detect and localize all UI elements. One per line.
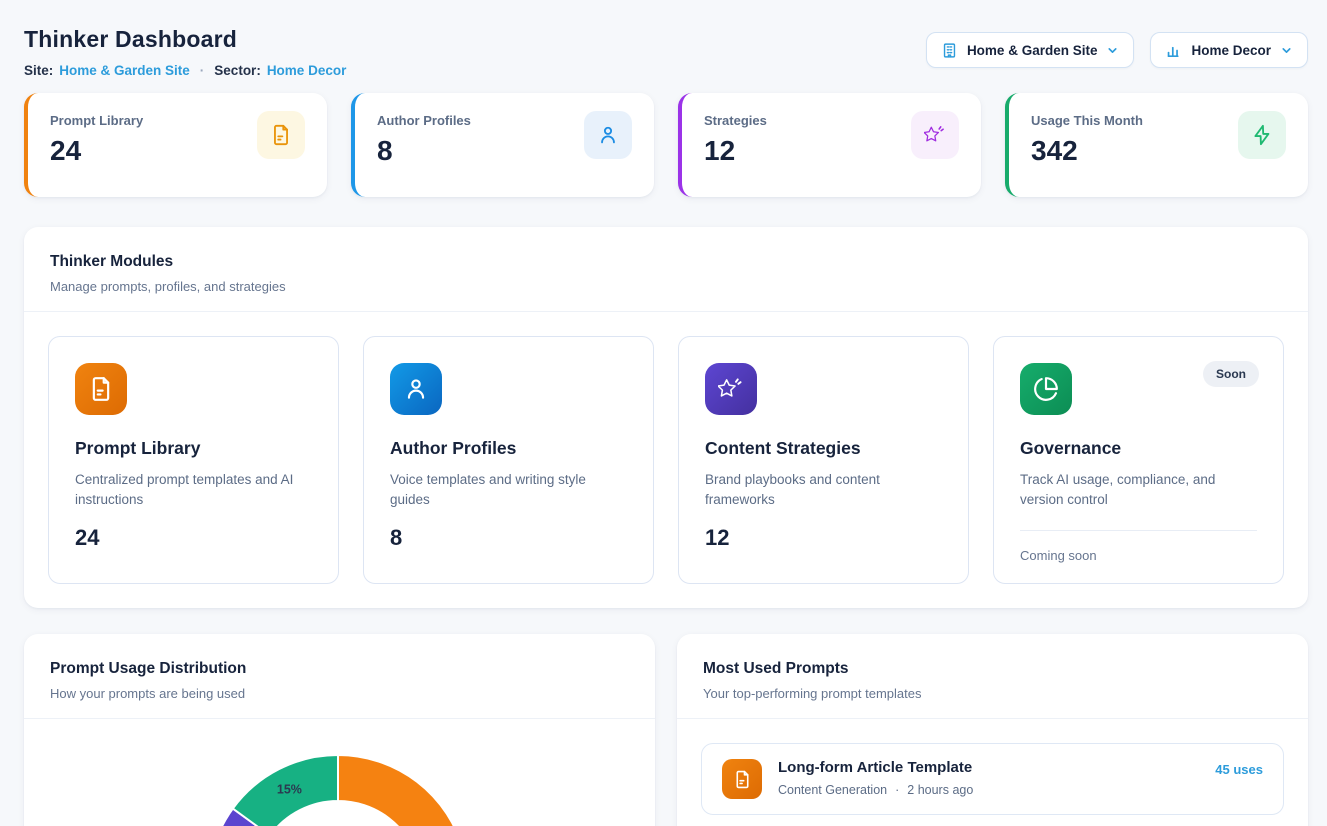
stats-row: Prompt Library 24 Author Profiles 8 Stra… [24,93,1308,197]
module-description: Voice templates and writing style guides [390,470,627,510]
document-icon [257,111,305,159]
module-card-governance: Soon Governance Track AI usage, complian… [993,336,1284,584]
module-card-author-profiles[interactable]: Author Profiles Voice templates and writ… [363,336,654,584]
modules-title: Thinker Modules [50,253,1282,271]
module-title: Prompt Library [75,438,312,459]
module-title: Content Strategies [705,438,942,459]
modules-panel-header: Thinker Modules Manage prompts, profiles… [24,227,1308,312]
stat-card-strategies: Strategies 12 [678,93,981,197]
prompt-item-meta: Content Generation · 2 hours ago [778,783,1199,797]
most-used-prompts-card: Most Used Prompts Your top-performing pr… [677,634,1308,826]
site-selector-dropdown[interactable]: Home & Garden Site [926,32,1135,68]
prompt-usage-card: Prompt Usage Distribution How your promp… [24,634,655,826]
modules-subtitle: Manage prompts, profiles, and strategies [50,279,1282,294]
site-label: Site: [24,63,53,78]
prompt-item-uses: 45 uses [1215,762,1263,777]
module-card-prompt-library[interactable]: Prompt Library Centralized prompt templa… [48,336,339,584]
module-divider [1020,530,1257,531]
usage-card-header: Prompt Usage Distribution How your promp… [24,634,655,719]
donut-chart-svg: 15% [24,719,655,826]
prompt-item-time: 2 hours ago [907,783,973,797]
bottom-row: Prompt Usage Distribution How your promp… [24,634,1308,826]
thinker-modules-panel: Thinker Modules Manage prompts, profiles… [24,227,1308,608]
soon-badge: Soon [1203,361,1259,387]
bolt-icon [1238,111,1286,159]
usage-card-subtitle: How your prompts are being used [50,686,629,701]
module-count: 12 [705,525,942,551]
header-dropdowns: Home & Garden Site Home Decor [926,32,1308,68]
dashboard-page: Thinker Dashboard Site: Home & Garden Si… [0,0,1327,826]
stat-card-usage: Usage This Month 342 [1005,93,1308,197]
module-footer: Coming soon [1020,548,1257,563]
prompts-card-header: Most Used Prompts Your top-performing pr… [677,634,1308,719]
page-header: Thinker Dashboard Site: Home & Garden Si… [24,26,1308,78]
orange-slice [338,755,468,826]
pie-chart-icon [1020,363,1072,415]
user-icon [390,363,442,415]
module-title: Author Profiles [390,438,627,459]
usage-card-title: Prompt Usage Distribution [50,660,629,678]
site-selector-label: Home & Garden Site [967,43,1098,58]
donut-chart: 15% [24,719,655,826]
site-link[interactable]: Home & Garden Site [59,63,190,78]
module-count: 24 [75,525,312,551]
star-sparkle-icon [705,363,757,415]
star-sparkle-icon [911,111,959,159]
meta-separator: · [895,783,899,797]
prompt-item-category: Content Generation [778,783,887,797]
prompts-card-title: Most Used Prompts [703,660,1282,678]
prompts-card-subtitle: Your top-performing prompt templates [703,686,1282,701]
header-titles: Thinker Dashboard Site: Home & Garden Si… [24,26,346,78]
building-icon [941,42,958,59]
document-icon [75,363,127,415]
sector-link[interactable]: Home Decor [267,63,347,78]
stat-card-prompt-library: Prompt Library 24 [24,93,327,197]
stat-card-author-profiles: Author Profiles 8 [351,93,654,197]
bar-chart-icon [1165,42,1182,59]
donut-slice-label: 15% [277,783,302,797]
module-description: Brand playbooks and content frameworks [705,470,942,510]
module-description: Track AI usage, compliance, and version … [1020,470,1257,510]
module-count: 8 [390,525,627,551]
document-icon [722,759,762,799]
sector-selector-label: Home Decor [1191,43,1271,58]
module-description: Centralized prompt templates and AI inst… [75,470,312,510]
page-title: Thinker Dashboard [24,26,346,53]
chevron-down-icon [1280,44,1293,57]
prompt-list-item[interactable]: Long-form Article Template Content Gener… [701,743,1284,815]
module-card-content-strategies[interactable]: Content Strategies Brand playbooks and c… [678,336,969,584]
sector-label: Sector: [214,63,261,78]
prompt-list: Long-form Article Template Content Gener… [677,719,1308,826]
breadcrumb: Site: Home & Garden Site · Sector: Home … [24,63,346,78]
chevron-down-icon [1106,44,1119,57]
breadcrumb-separator: · [200,63,205,78]
prompt-item-title: Long-form Article Template [778,759,1199,776]
prompt-item-main: Long-form Article Template Content Gener… [778,759,1199,797]
modules-grid: Prompt Library Centralized prompt templa… [24,312,1308,608]
module-title: Governance [1020,438,1257,459]
sector-selector-dropdown[interactable]: Home Decor [1150,32,1308,68]
user-icon [584,111,632,159]
